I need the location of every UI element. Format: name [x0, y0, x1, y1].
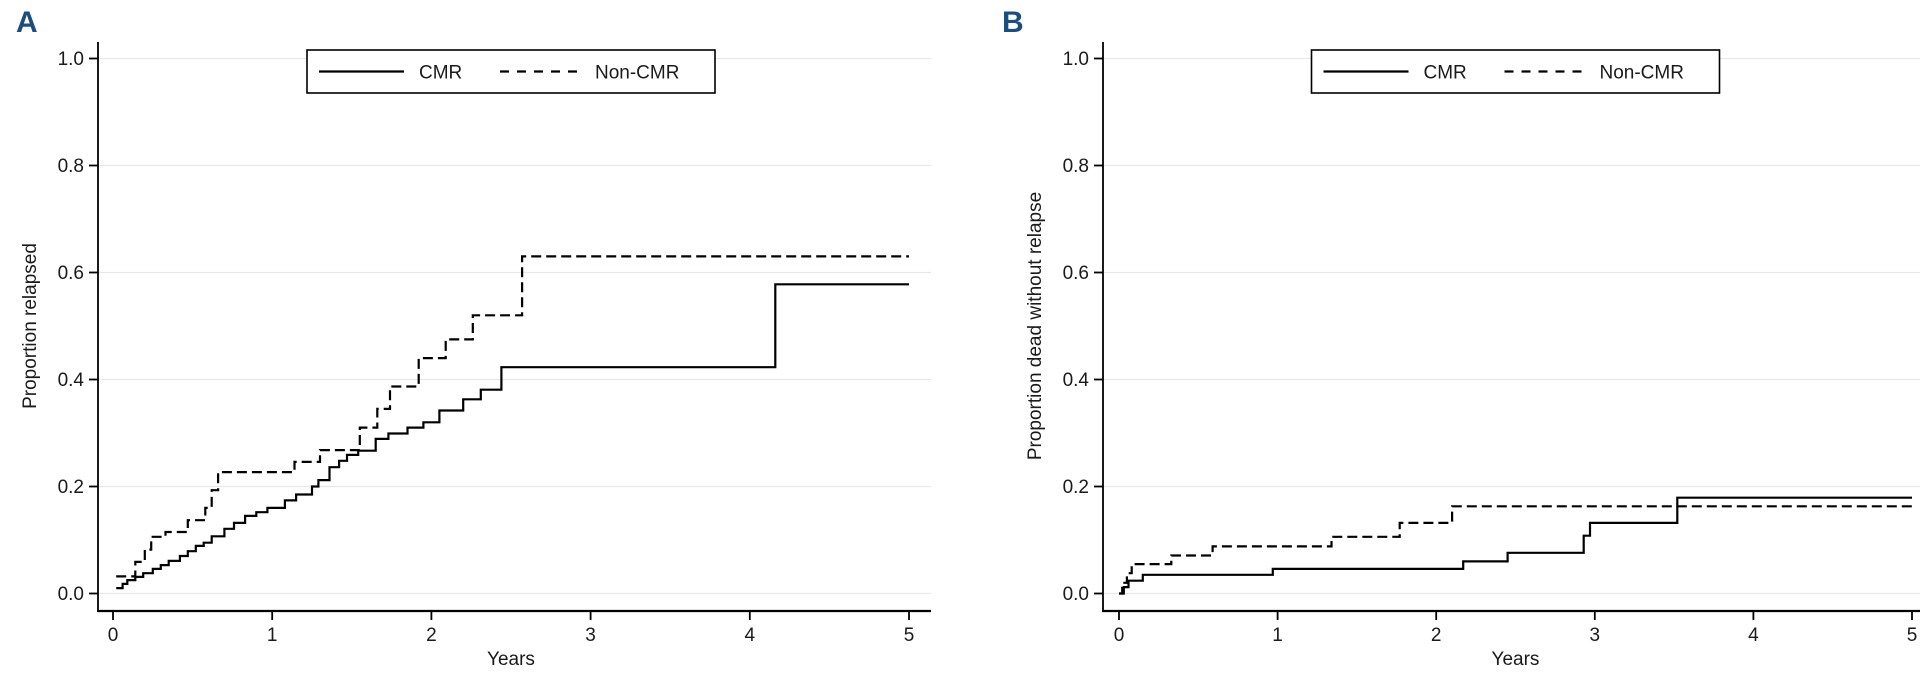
y-tick-label: 0.4 [1063, 370, 1090, 391]
legend-label-cmr: CMR [419, 63, 462, 84]
y-tick-label: 0.2 [1063, 477, 1089, 498]
x-tick-label: 4 [745, 625, 756, 646]
series-path-non-cmr [116, 255, 909, 578]
y-axis-title: Proportion dead without relapse [1025, 192, 1046, 460]
legend-box [306, 49, 716, 94]
y-tick-label: 1.0 [58, 49, 84, 70]
x-axis-title: Years [487, 649, 535, 670]
y-tick-label: 0.8 [1063, 156, 1089, 177]
y-axis-title: Proportion relapsed [20, 243, 41, 409]
y-tick-label: 0.0 [58, 584, 84, 605]
legend-label-non-cmr: Non-CMR [595, 63, 679, 84]
panel-a-chart: 0.0 0.2 0.4 0.6 0.8 1.0 0 1 2 3 4 5 Years Proportion … [20, 42, 931, 670]
y-tick-label: 0.6 [58, 263, 84, 284]
legend-label-cmr: CMR [1424, 63, 1467, 84]
x-tick-label: 1 [1272, 625, 1283, 646]
y-tick-label: 0.2 [58, 477, 84, 498]
x-axis-title: Years [1492, 649, 1540, 670]
x-tick-label: 2 [1431, 625, 1442, 646]
panel-a: A 0.0 0.2 0.4 0.6 0.8 1.0 0 1 2 3 4 5 Years Proportio… [16, 6, 931, 670]
panel-b: B 0.0 0.2 0.4 0.6 0.8 1.0 0 1 2 3 4 5 Years Proportio… [966, 0, 1932, 683]
y-tick-label: 1.0 [1063, 49, 1089, 70]
x-tick-label: 4 [1748, 625, 1759, 646]
panel-b-chart: 0.0 0.2 0.4 0.6 0.8 1.0 0 1 2 3 4 5 Years Proportion … [1025, 42, 1920, 670]
y-tick-label: 0.6 [1063, 263, 1089, 284]
y-tick-label: 0.4 [58, 370, 85, 391]
x-tick-label: 0 [108, 625, 119, 646]
x-tick-label: 2 [426, 625, 437, 646]
series-path-non-cmr [1119, 505, 1912, 595]
x-tick-label: 5 [904, 625, 915, 646]
y-tick-label: 0.0 [1063, 584, 1089, 605]
x-tick-label: 1 [267, 625, 278, 646]
y-tick-label: 0.8 [58, 156, 84, 177]
series-path-cmr [116, 283, 909, 590]
series-path-cmr [1119, 496, 1912, 595]
legend-label-non-cmr: Non-CMR [1600, 63, 1684, 84]
panel-label-a: A [16, 6, 38, 39]
x-tick-label: 3 [1590, 625, 1601, 646]
x-tick-label: 0 [1114, 625, 1125, 646]
panel-label-b: B [1002, 6, 1024, 39]
x-tick-label: 5 [1907, 625, 1918, 646]
x-tick-label: 3 [585, 625, 596, 646]
